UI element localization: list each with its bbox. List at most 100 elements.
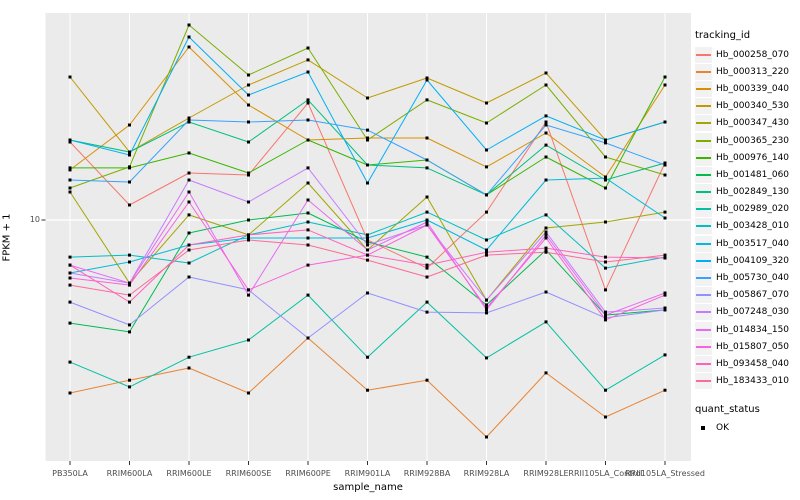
point-marker [425,223,429,227]
point-marker [425,136,429,140]
legend-item-label: Hb_004109_320 [716,255,790,266]
point-marker [425,266,429,270]
point-marker [366,128,369,132]
point-marker [604,415,607,419]
legend-item-label: Hb_002989_020 [716,204,790,215]
point-marker [187,171,191,175]
point-marker [604,186,607,190]
point-marker [663,308,667,312]
point-marker [425,275,429,279]
legend-item-ok-label: OK [716,423,729,434]
point-marker [366,233,369,237]
point-marker [247,200,250,204]
legend-item-label: Hb_000258_070 [716,49,790,60]
point-marker [306,46,310,50]
legend-item-Hb_000313_220: Hb_000313_220 [695,63,799,80]
point-marker [187,261,191,265]
point-marker [366,388,369,392]
point-marker [544,178,548,182]
legend-key-line-icon [696,345,711,348]
point-marker [663,75,667,79]
point-marker [425,195,429,199]
legend-item-Hb_001481_060: Hb_001481_060 [695,166,799,183]
legend-key-swatch [695,149,712,166]
point-marker [604,138,607,142]
point-marker [187,243,191,247]
point-marker [604,288,607,292]
legend-key-swatch [695,270,712,287]
legend-key-line-icon [696,87,711,90]
legend-key-swatch [695,304,712,321]
point-marker [663,353,667,357]
point-marker [128,123,131,127]
legend-key-swatch [695,166,712,183]
point-marker [128,385,131,389]
point-marker [604,313,607,317]
point-marker [128,253,131,257]
point-marker [187,178,191,182]
point-marker [425,78,429,82]
legend-key-line-icon [696,294,711,297]
legend-item-label: Hb_183433_010 [716,376,790,387]
legend-key-swatch [695,373,712,390]
legend-item-Hb_005730_040: Hb_005730_040 [695,269,799,287]
legend-item-Hb_000347_430: Hb_000347_430 [695,115,799,132]
legend-key-swatch [695,98,712,115]
legend-item-Hb_002989_020: Hb_002989_020 [695,201,799,218]
point-marker [604,266,607,270]
legend-item-label: Hb_000976_140 [716,152,790,163]
point-marker [306,220,310,224]
point-marker [485,253,488,257]
point-marker [366,355,369,359]
legend-item-Hb_003428_010: Hb_003428_010 [695,218,799,235]
point-marker [366,243,369,247]
point-marker [425,210,429,214]
point-marker [306,166,310,170]
point-marker [247,218,250,222]
point-marker [247,103,250,107]
point-marker [485,238,488,242]
legend-key-line-icon [696,277,711,280]
point-marker [425,300,429,304]
legend-key-swatch [695,235,712,252]
legend-key-swatch [695,46,712,63]
point-marker [485,248,488,252]
point-marker [425,310,429,314]
point-marker [544,320,548,324]
legend-key-line-icon [696,362,711,365]
point-marker [187,366,191,370]
point-marker [544,250,548,254]
point-marker [68,190,72,194]
x-tick-label-RRIM901LA: RRIM901LA [344,469,391,478]
legend-key-line-icon [696,191,711,194]
legend-key-line-icon [696,53,711,56]
point-marker [68,321,72,325]
point-marker [366,258,369,262]
point-marker [187,120,191,124]
point-marker [187,355,191,359]
legend-key-line-icon [696,208,711,211]
legend-key-line-icon [696,380,711,383]
point-marker [544,123,548,127]
point-marker [247,73,250,77]
point-marker [604,220,607,224]
point-marker [306,293,310,297]
point-marker [663,293,667,297]
point-marker [68,300,72,304]
point-marker [306,70,310,74]
legend-item-Hb_002849_130: Hb_002849_130 [695,184,799,201]
legend-item-label: Hb_000339_040 [716,83,790,94]
legend-item-label: Hb_002849_130 [716,187,790,198]
legend-title-tracking-id: tracking_id [695,30,751,41]
point-marker [68,276,72,280]
point-marker [187,45,191,49]
point-marker [425,218,429,222]
legend-key-swatch [695,63,712,80]
legend: tracking_id Hb_000258_070 Hb_000313_220 Hb… [695,30,799,437]
point-marker [128,300,131,304]
point-marker [68,360,72,364]
point-marker [485,303,488,307]
legend-key-swatch [695,218,712,235]
point-marker [485,165,488,169]
legend-key-line-icon [696,242,711,245]
